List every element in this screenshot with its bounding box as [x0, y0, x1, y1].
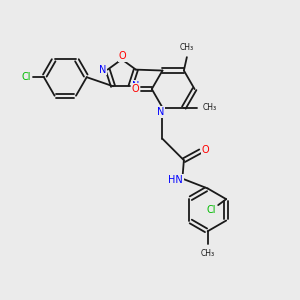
- Text: Cl: Cl: [207, 205, 216, 215]
- Text: CH₃: CH₃: [180, 43, 194, 52]
- Text: CH₃: CH₃: [202, 103, 216, 112]
- Text: N: N: [157, 107, 165, 117]
- Text: O: O: [118, 51, 126, 62]
- Text: O: O: [202, 145, 209, 155]
- Text: O: O: [132, 84, 139, 94]
- Text: Cl: Cl: [21, 72, 31, 82]
- Text: N: N: [99, 64, 106, 75]
- Text: CH₃: CH₃: [201, 249, 215, 258]
- Text: HN: HN: [169, 175, 183, 185]
- Text: N: N: [132, 81, 140, 91]
